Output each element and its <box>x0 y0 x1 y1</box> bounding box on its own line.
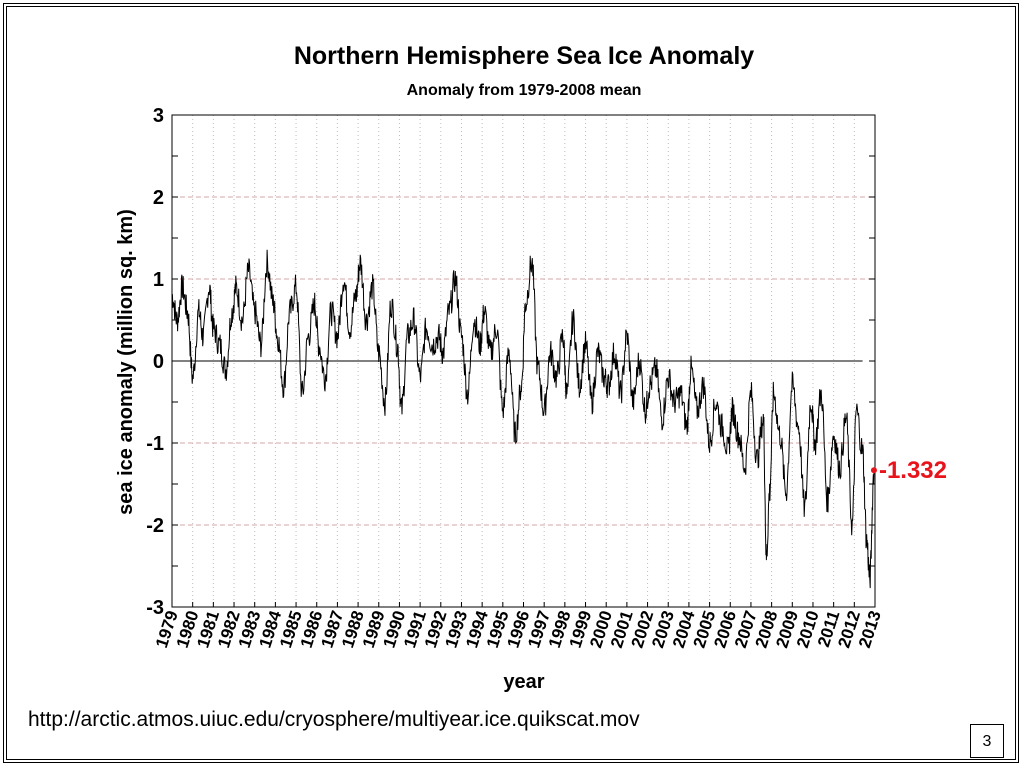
y-tick-label: 3 <box>153 105 164 127</box>
slide-inner-border <box>6 6 1016 760</box>
y-tick-label: 2 <box>153 187 164 209</box>
annotation-marker <box>870 467 877 474</box>
y-tick-label: 0 <box>153 351 164 373</box>
chart-subtitle: Anomaly from 1979-2008 mean <box>407 82 642 99</box>
y-tick-label: 1 <box>153 269 164 291</box>
y-tick-label: -3 <box>146 597 164 619</box>
y-tick-label: -2 <box>146 515 164 537</box>
annotation-label: -1.332 <box>879 457 947 484</box>
source-url[interactable]: http://arctic.atmos.uiuc.edu/cryosphere/… <box>28 708 640 731</box>
anomaly-series-line <box>171 249 875 589</box>
y-tick-label: -1 <box>146 433 164 455</box>
grid-lines <box>171 115 876 607</box>
x-axis: 1979198019811982198319841985198619871988… <box>152 602 885 650</box>
chart-title: Northern Hemisphere Sea Ice Anomaly <box>294 42 754 70</box>
slide-outer-border <box>3 3 1019 763</box>
x-axis-label: year <box>503 671 544 693</box>
y-axis-label: sea ice anomaly (million sq. km) <box>115 209 137 515</box>
page-number: 3 <box>970 724 1004 758</box>
y-axis: 3 2 1 0 -1 -2 -3 <box>146 105 875 619</box>
